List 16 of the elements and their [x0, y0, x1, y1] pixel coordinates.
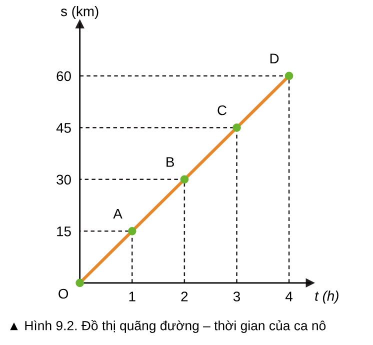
y-axis-title: s (km)	[60, 6, 98, 19]
x-tick-label: 2	[181, 292, 188, 302]
y-tick-label: 60	[56, 71, 71, 82]
annotation: A	[113, 208, 122, 219]
y-tick-label: 15	[57, 226, 71, 236]
x-axis-title: t (h)	[315, 290, 338, 304]
text: ▲ Hình 9.2. Đồ thị quãng đường – thời gian của ca nô	[10, 320, 326, 333]
annotation: C	[218, 105, 226, 116]
annotation: D	[270, 54, 279, 64]
y-tick-label: 45	[56, 123, 71, 133]
annotation: O	[58, 288, 68, 299]
annotation: B	[166, 157, 174, 167]
x-tick-label: 4	[286, 292, 292, 302]
y-tick-label: 30	[56, 174, 71, 185]
x-tick-label: 1	[129, 292, 136, 302]
x-tick-label: 3	[233, 292, 240, 302]
